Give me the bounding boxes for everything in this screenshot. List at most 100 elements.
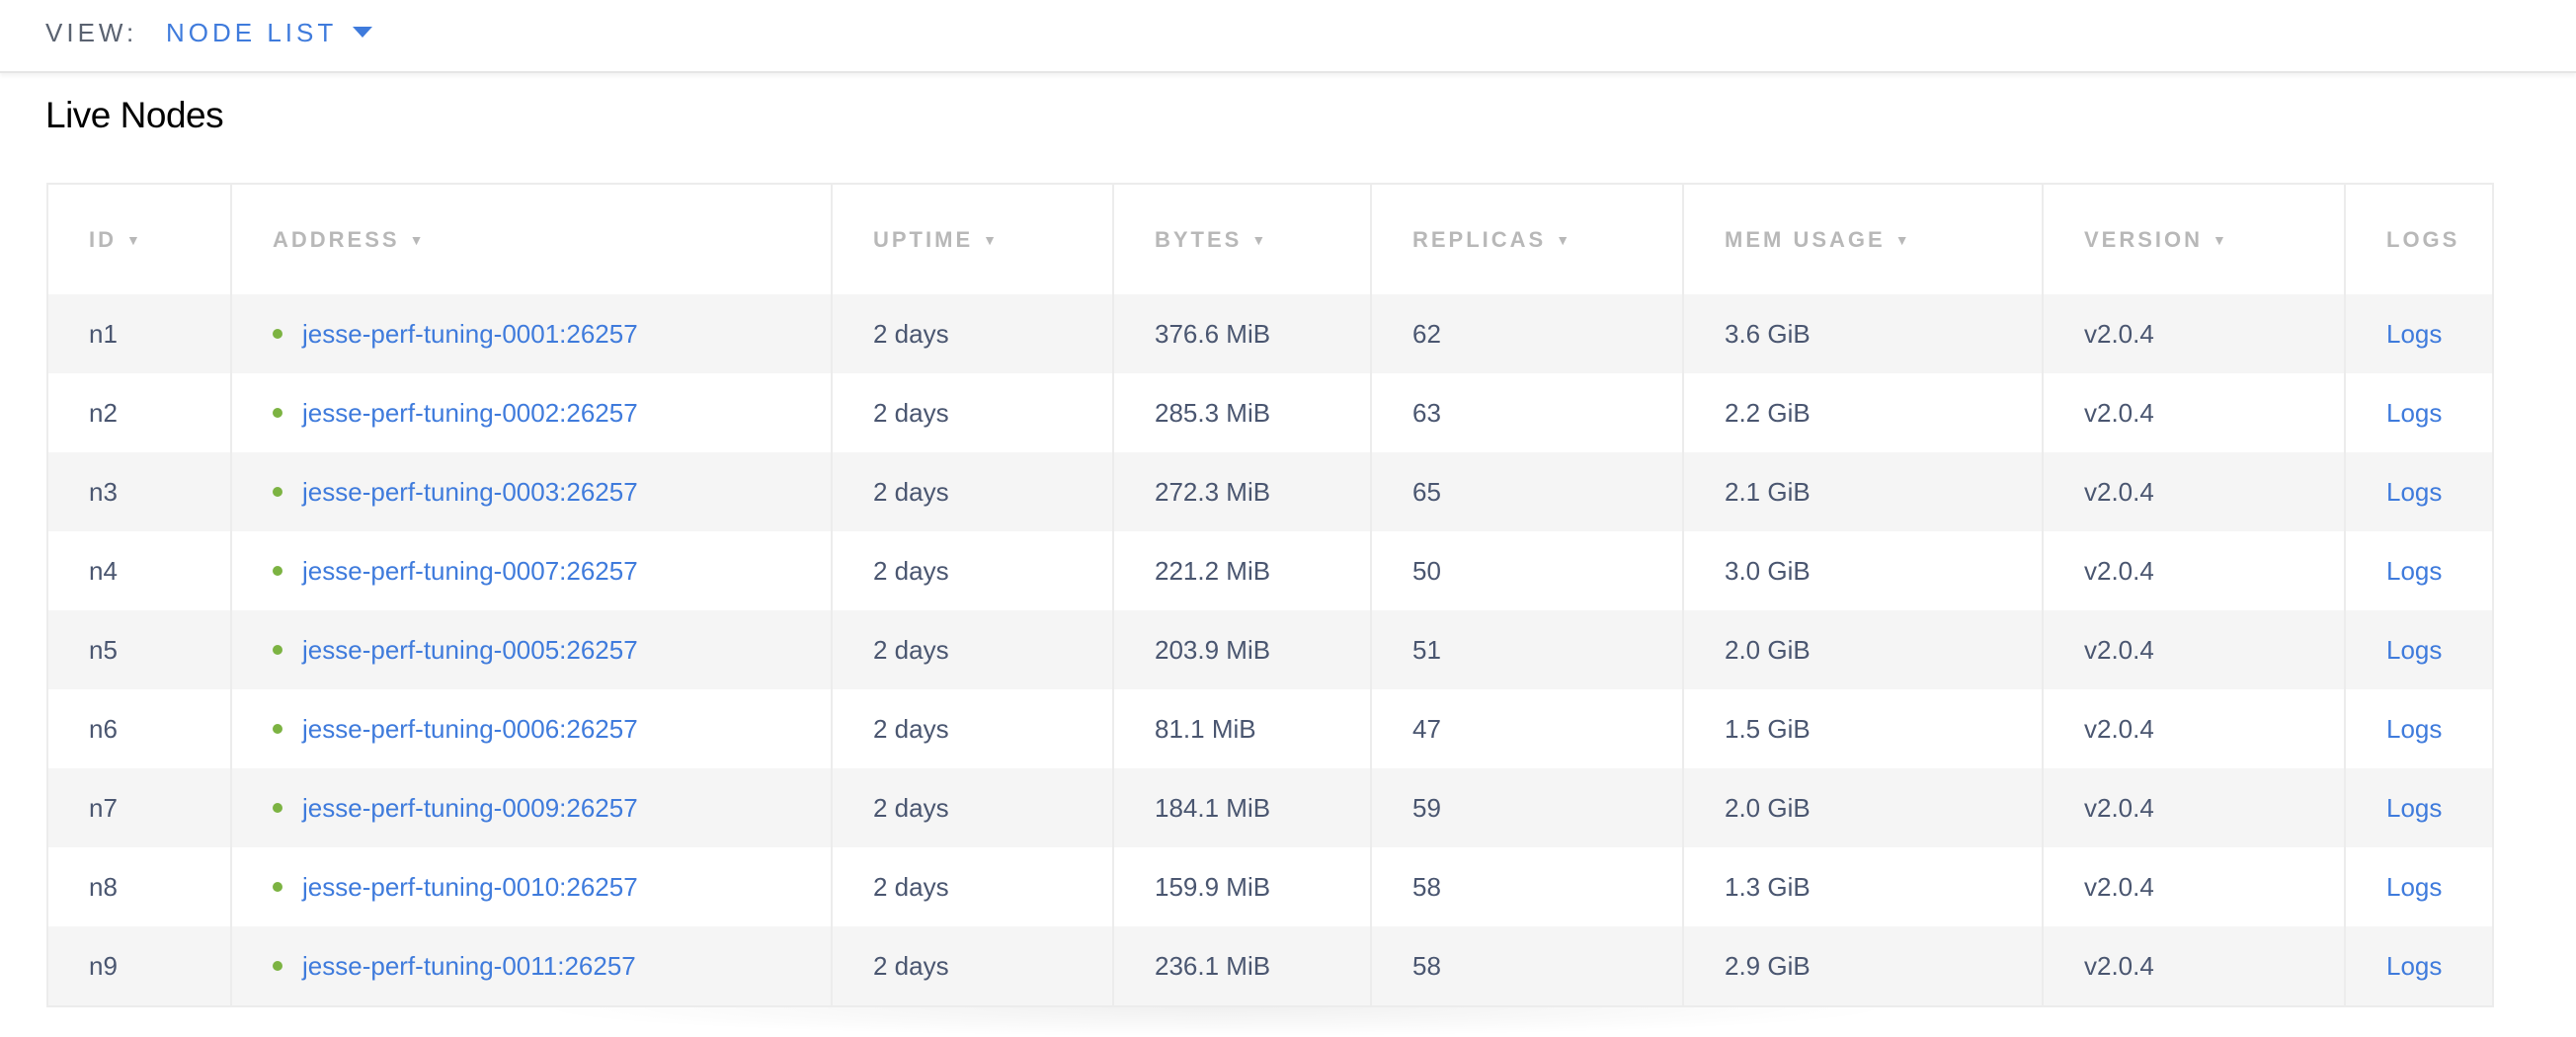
cell-id: n9	[46, 926, 231, 1006]
cell-value: 272.3 MiB	[1155, 476, 1271, 507]
cell-id: n8	[46, 847, 231, 926]
column-header-address[interactable]: ADDRESS ▼	[230, 184, 832, 294]
column-header-id[interactable]: ID ▼	[46, 184, 231, 294]
table-row: n3 jesse-perf-tuning-0003:26257 2 days 272.…	[46, 452, 2493, 531]
cell-version: v2.0.4	[2042, 294, 2345, 373]
cell-value: v2.0.4	[2084, 476, 2154, 507]
column-header-logs: LOGS	[2344, 184, 2493, 294]
column-header-replicas[interactable]: REPLICAS ▼	[1370, 184, 1683, 294]
logs-link[interactable]: Logs	[2386, 792, 2443, 823]
node-address-link[interactable]: jesse-perf-tuning-0003:26257	[302, 476, 638, 507]
sort-arrow-icon[interactable]: ▼	[2213, 231, 2229, 248]
cell-value: 2.1 GiB	[1725, 476, 1811, 507]
column-header-uptime[interactable]: UPTIME ▼	[831, 184, 1113, 294]
cell-value: 236.1 MiB	[1155, 950, 1271, 981]
sort-arrow-icon[interactable]: ▼	[409, 231, 427, 248]
cell-logs: Logs	[2344, 847, 2493, 926]
cell-version: v2.0.4	[2042, 768, 2345, 847]
cell-value: 50	[1412, 555, 1441, 586]
cell-value: 47	[1412, 713, 1441, 744]
column-header-mem-usage[interactable]: MEM USAGE ▼	[1682, 184, 2043, 294]
column-header-label: LOGS	[2386, 226, 2460, 252]
node-address-link[interactable]: jesse-perf-tuning-0011:26257	[302, 950, 636, 981]
cell-id: n6	[46, 689, 231, 768]
cell-value: 2 days	[873, 871, 949, 902]
cell-replicas: 51	[1370, 610, 1683, 689]
logs-link[interactable]: Logs	[2386, 476, 2443, 507]
cell-value: v2.0.4	[2084, 634, 2154, 665]
cell-uptime: 2 days	[831, 926, 1113, 1006]
cell-bytes: 236.1 MiB	[1112, 926, 1371, 1006]
cell-value: v2.0.4	[2084, 555, 2154, 586]
cell-id: n3	[46, 452, 231, 531]
cell-uptime: 2 days	[831, 768, 1113, 847]
table-row: n7 jesse-perf-tuning-0009:26257 2 days 184.…	[46, 768, 2493, 847]
cell-value: 2 days	[873, 476, 949, 507]
sort-arrow-icon[interactable]: ▼	[983, 231, 1000, 248]
cell-value: 2.2 GiB	[1725, 397, 1811, 428]
node-address-link[interactable]: jesse-perf-tuning-0001:26257	[302, 318, 638, 349]
cell-value: 2 days	[873, 634, 949, 665]
cell-bytes: 203.9 MiB	[1112, 610, 1371, 689]
cell-value: v2.0.4	[2084, 713, 2154, 744]
node-address-link[interactable]: jesse-perf-tuning-0005:26257	[302, 634, 638, 665]
cell-version: v2.0.4	[2042, 610, 2345, 689]
cell-uptime: 2 days	[831, 531, 1113, 610]
cell-replicas: 58	[1370, 847, 1683, 926]
logs-link[interactable]: Logs	[2386, 555, 2443, 586]
view-label: VIEW:	[45, 18, 138, 47]
view-bar: VIEW: NODE LIST	[0, 0, 2576, 73]
table-row: n5 jesse-perf-tuning-0005:26257 2 days 203.…	[46, 610, 2493, 689]
node-address-link[interactable]: jesse-perf-tuning-0006:26257	[302, 713, 638, 744]
cell-value: 51	[1412, 634, 1441, 665]
cell-value: 2 days	[873, 792, 949, 823]
cell-address: jesse-perf-tuning-0007:26257	[230, 531, 832, 610]
status-live-icon	[273, 565, 282, 576]
cell-value: v2.0.4	[2084, 950, 2154, 981]
column-header-version[interactable]: VERSION ▼	[2042, 184, 2345, 294]
caret-down-icon	[353, 26, 373, 38]
cell-value: n6	[89, 713, 118, 744]
sort-arrow-icon[interactable]: ▼	[1251, 231, 1269, 248]
sort-arrow-icon[interactable]: ▼	[1894, 231, 1912, 248]
cell-bytes: 285.3 MiB	[1112, 373, 1371, 452]
logs-link[interactable]: Logs	[2386, 713, 2443, 744]
cell-logs: Logs	[2344, 294, 2493, 373]
table-shadow	[523, 1007, 1906, 1037]
cell-replicas: 50	[1370, 531, 1683, 610]
cell-version: v2.0.4	[2042, 926, 2345, 1006]
cell-value: 2 days	[873, 397, 949, 428]
node-address-link[interactable]: jesse-perf-tuning-0009:26257	[302, 792, 638, 823]
table-row: n8 jesse-perf-tuning-0010:26257 2 days 159.…	[46, 847, 2493, 926]
logs-link[interactable]: Logs	[2386, 871, 2443, 902]
cell-version: v2.0.4	[2042, 373, 2345, 452]
logs-link[interactable]: Logs	[2386, 397, 2443, 428]
node-address-link[interactable]: jesse-perf-tuning-0010:26257	[302, 871, 638, 902]
cell-value: v2.0.4	[2084, 397, 2154, 428]
cell-uptime: 2 days	[831, 294, 1113, 373]
logs-link[interactable]: Logs	[2386, 950, 2443, 981]
status-live-icon	[273, 486, 282, 497]
column-header-bytes[interactable]: BYTES ▼	[1112, 184, 1371, 294]
status-live-icon	[273, 723, 282, 734]
cell-value: v2.0.4	[2084, 871, 2154, 902]
cell-bytes: 272.3 MiB	[1112, 452, 1371, 531]
sort-arrow-icon[interactable]: ▼	[126, 231, 143, 248]
node-address-link[interactable]: jesse-perf-tuning-0002:26257	[302, 397, 638, 428]
cell-value: 1.3 GiB	[1725, 871, 1811, 902]
view-dropdown[interactable]: NODE LIST	[166, 18, 373, 48]
cell-mem: 3.6 GiB	[1682, 294, 2043, 373]
cell-value: 81.1 MiB	[1155, 713, 1256, 744]
sort-arrow-icon[interactable]: ▼	[1556, 231, 1573, 248]
node-address-link[interactable]: jesse-perf-tuning-0007:26257	[302, 555, 638, 586]
cell-id: n2	[46, 373, 231, 452]
logs-link[interactable]: Logs	[2386, 634, 2443, 665]
logs-link[interactable]: Logs	[2386, 318, 2443, 349]
cell-mem: 1.3 GiB	[1682, 847, 2043, 926]
cell-value: 2.0 GiB	[1725, 792, 1811, 823]
cell-mem: 2.0 GiB	[1682, 610, 2043, 689]
cell-bytes: 376.6 MiB	[1112, 294, 1371, 373]
cell-value: 62	[1412, 318, 1441, 349]
cell-value: 65	[1412, 476, 1441, 507]
cell-value: 2 days	[873, 555, 949, 586]
